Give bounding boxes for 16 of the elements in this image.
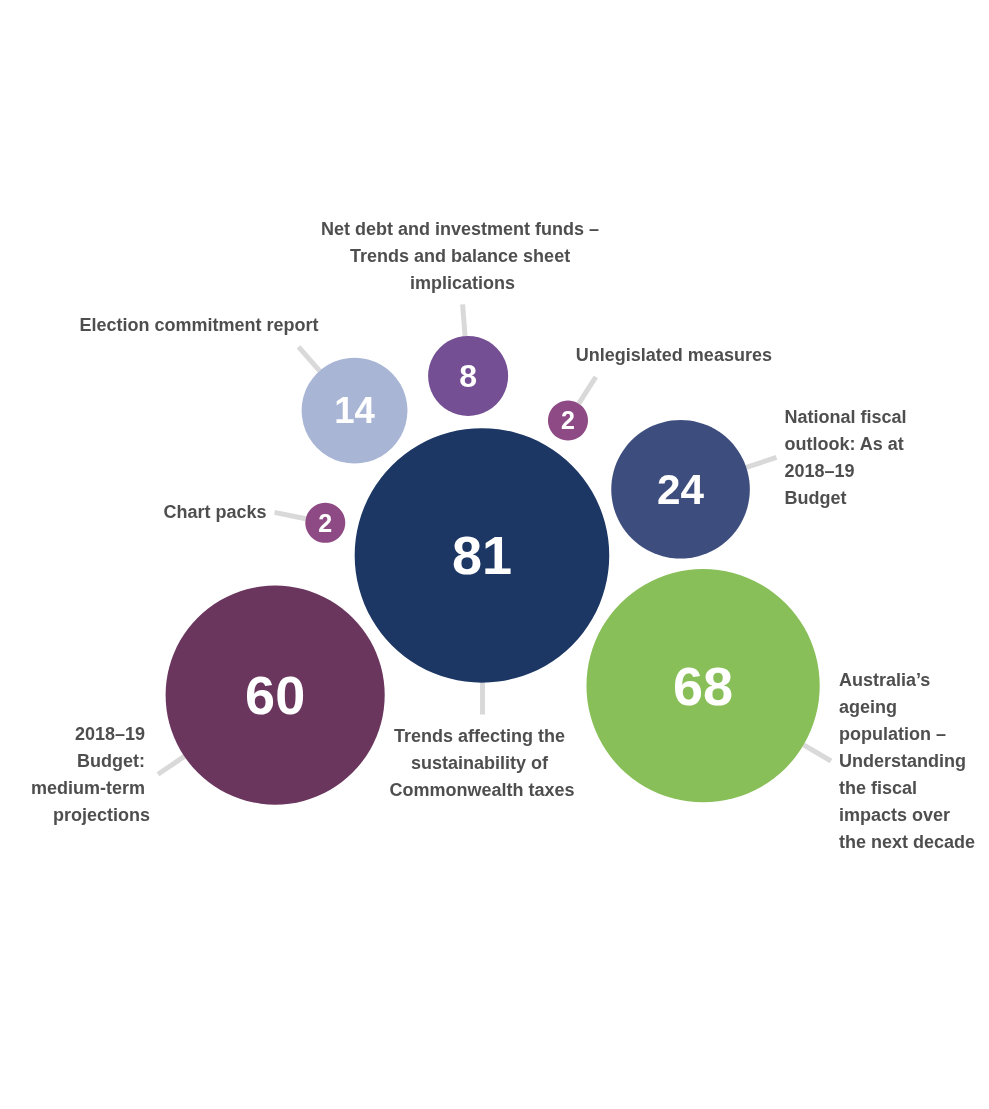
data-label: 81 xyxy=(451,525,512,586)
category-label: 2018–19 Budget: medium-term projections xyxy=(30,723,150,825)
category-label: National fiscal outlook: As at 2018–19 Budget xyxy=(784,406,912,508)
category-label: Election commitment report xyxy=(79,315,319,336)
category-label: Net debt and investment funds – Trends and balance sheet implications xyxy=(321,218,605,293)
data-label: 2 xyxy=(561,406,575,435)
data-label: 68 xyxy=(673,655,734,716)
data-label: 2 xyxy=(318,508,333,537)
data-label: 14 xyxy=(334,390,376,432)
data-label: 24 xyxy=(657,465,705,513)
data-label: 8 xyxy=(459,357,478,394)
category-label: Unlegislated measures xyxy=(575,345,772,366)
data-label: 60 xyxy=(245,665,306,726)
category-label: Australia’s ageing population – Understanding the fiscal impacts over the next decade xyxy=(839,670,976,853)
category-label: Chart packs xyxy=(163,502,267,523)
category-label: Trends affecting the sustainability of Commonwealth taxes xyxy=(389,726,575,801)
